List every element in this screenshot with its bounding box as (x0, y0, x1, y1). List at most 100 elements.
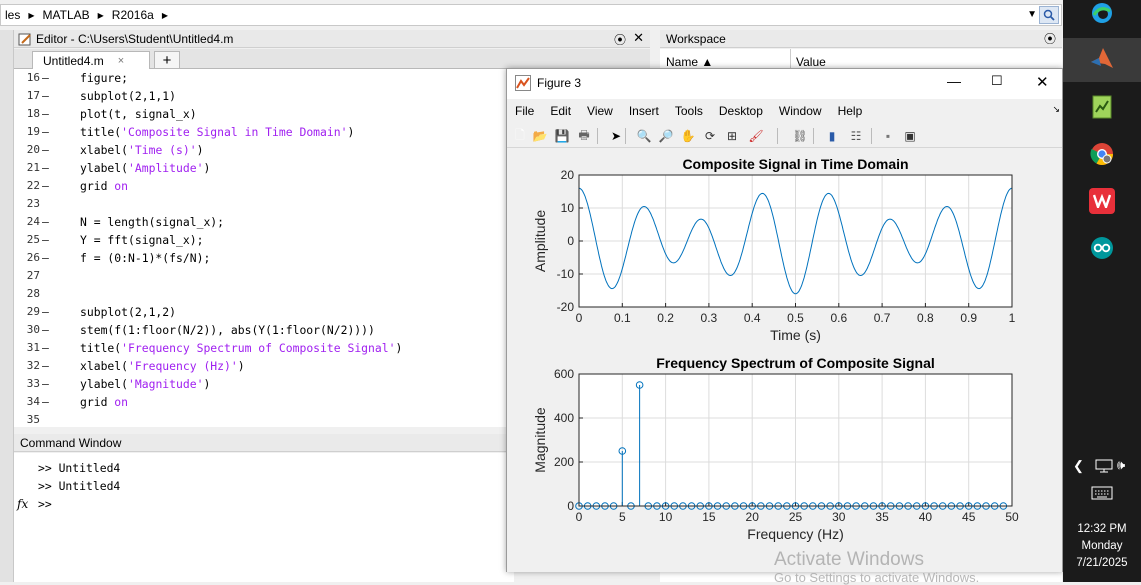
code-line[interactable]: 27 (14, 267, 634, 285)
code-line[interactable]: 26— f = (0:N-1)*(fs/N); (14, 249, 634, 267)
column-header-name[interactable]: Name ▲ (666, 55, 714, 69)
code-line[interactable]: 31— title('Frequency Spectrum of Composit… (14, 339, 634, 357)
speaker-icon[interactable]: 🕪 (1117, 457, 1126, 472)
matlab-icon[interactable] (1089, 46, 1115, 72)
search-button[interactable] (1039, 6, 1059, 24)
panel-menu-icon[interactable]: ⦿ (1043, 32, 1056, 46)
command-prompt[interactable]: >> (38, 497, 52, 511)
breakpoint-marker[interactable]: — (42, 89, 49, 103)
chevron-down-icon[interactable]: ▼ (1027, 9, 1037, 20)
taskbar-clock[interactable]: 12:32 PM Monday 7/21/2025 (1063, 521, 1141, 572)
legend-icon[interactable]: ☷ (850, 129, 862, 143)
code-line[interactable]: 17— subplot(2,1,1) (14, 87, 634, 105)
code-line[interactable]: 19— title('Composite Signal in Time Domai… (14, 123, 634, 141)
zoom-in-icon[interactable]: 🔍 (636, 129, 652, 143)
breakpoint-marker[interactable]: — (42, 395, 49, 409)
network-icon[interactable] (1095, 459, 1113, 476)
brush-icon[interactable]: 🖌 (748, 129, 764, 143)
figure-toolbar: 🗋 📂 💾 🖶 ➤ 🔍 🔎 ✋ ⟳ ⊞ 🖌 ⛓ ▮ ☷ ▪ ▣ (507, 124, 1062, 148)
breakpoint-marker[interactable]: — (42, 305, 49, 319)
crumb-2[interactable]: MATLAB (42, 8, 90, 22)
hide-plot-tools-icon[interactable]: ▪ (885, 129, 891, 143)
data-cursor-icon[interactable]: ⊞ (726, 129, 738, 143)
new-figure-icon[interactable]: 🗋 (515, 127, 525, 142)
crumb-3[interactable]: R2016a (111, 8, 154, 22)
menu-file[interactable]: File (515, 104, 535, 118)
dock-arrow-icon[interactable]: ↘ (1052, 104, 1060, 114)
code-line[interactable]: 16— figure; (14, 69, 634, 87)
breakpoint-marker[interactable]: — (42, 377, 49, 391)
save-icon[interactable]: 💾 (554, 129, 570, 143)
chevron-left-icon[interactable]: ❮ (1073, 458, 1084, 473)
breakpoint-marker[interactable]: — (42, 251, 49, 265)
tab-untitled4[interactable]: Untitled4.m × (32, 51, 150, 70)
code-line[interactable]: 25— Y = fft(signal_x); (14, 231, 634, 249)
pointer-icon[interactable]: ➤ (610, 129, 622, 143)
code-line[interactable]: 30— stem(f(1:floor(N/2)), abs(Y(1:floor(N… (14, 321, 634, 339)
code-line[interactable]: 34— grid on (14, 393, 634, 411)
arduino-icon[interactable] (1089, 235, 1115, 261)
code-line[interactable]: 24— N = length(signal_x); (14, 213, 634, 231)
code-string: 'Frequency Spectrum of Composite Signal' (121, 341, 396, 355)
breakpoint-marker[interactable]: — (42, 125, 49, 139)
x-tick-label: 0.3 (701, 311, 718, 325)
show-plot-tools-icon[interactable]: ▣ (904, 129, 916, 143)
breakpoint-marker[interactable]: — (42, 179, 49, 193)
column-header-value[interactable]: Value (796, 55, 826, 69)
breakpoint-marker[interactable]: — (42, 71, 49, 85)
link-icon[interactable]: ⛓ (792, 129, 808, 143)
zoom-out-icon[interactable]: 🔎 (658, 129, 674, 143)
pan-icon[interactable]: ✋ (680, 129, 696, 143)
code-line[interactable]: 21— ylabel('Amplitude') (14, 159, 634, 177)
keyboard-icon[interactable] (1091, 486, 1113, 503)
command-window[interactable]: >> Untitled4 >> Untitled4 >> (14, 453, 514, 582)
menu-help[interactable]: Help (837, 104, 863, 118)
breakpoint-marker[interactable]: — (42, 341, 49, 355)
colorbar-icon[interactable]: ▮ (828, 129, 836, 143)
breakpoint-marker[interactable]: — (42, 233, 49, 247)
chrome-icon[interactable] (1089, 141, 1115, 167)
edge-icon[interactable] (1089, 0, 1115, 26)
maximize-button[interactable]: ☐ (991, 73, 1003, 88)
menu-window[interactable]: Window (778, 104, 822, 118)
crumb-1[interactable]: les (5, 8, 21, 22)
breakpoint-marker[interactable]: — (42, 143, 49, 157)
breakpoint-marker[interactable]: — (42, 323, 49, 337)
open-icon[interactable]: 📂 (532, 129, 548, 143)
breakpoint-marker[interactable]: — (42, 107, 49, 121)
close-icon[interactable]: ✕ (633, 30, 644, 45)
menu-view[interactable]: View (587, 104, 613, 118)
add-tab-button[interactable]: + (154, 51, 180, 69)
code-line[interactable]: 23 (14, 195, 634, 213)
print-icon[interactable]: 🖶 (578, 127, 590, 142)
menu-desktop[interactable]: Desktop (718, 104, 763, 118)
menu-tools[interactable]: Tools (674, 104, 703, 118)
code-line[interactable]: 33— ylabel('Magnitude') (14, 375, 634, 393)
code-text: subplot(2,1,1) (80, 87, 176, 105)
code-line[interactable]: 29— subplot(2,1,2) (14, 303, 634, 321)
code-line[interactable]: 22— grid on (14, 177, 634, 195)
figure-titlebar[interactable]: Figure 3 — ☐ ✕ (507, 69, 1062, 99)
breakpoint-marker[interactable]: — (42, 215, 49, 229)
address-bar[interactable]: les ▶ MATLAB ▶ R2016a ▶ ▼ (0, 4, 1062, 26)
breakpoint-marker[interactable]: — (42, 161, 49, 175)
breakpoint-marker[interactable]: — (42, 359, 49, 373)
notepad-plus-icon[interactable] (1089, 94, 1115, 120)
code-line[interactable]: 28 (14, 285, 634, 303)
code-line[interactable]: 32— xlabel('Frequency (Hz)') (14, 357, 634, 375)
code-line[interactable]: 20— xlabel('Time (s)') (14, 141, 634, 159)
function-browser-icon[interactable]: fx (17, 497, 29, 511)
minimize-button[interactable]: — (947, 73, 961, 89)
line-number: 28 (26, 287, 40, 300)
wps-office-icon[interactable] (1089, 188, 1115, 214)
close-button[interactable]: ✕ (1036, 74, 1049, 91)
menu-insert[interactable]: Insert (628, 104, 659, 118)
toolbar-separator (871, 128, 872, 144)
rotate-icon[interactable]: ⟳ (704, 129, 716, 143)
code-line[interactable]: 35 (14, 411, 634, 429)
menu-edit[interactable]: Edit (550, 104, 572, 118)
panel-menu-icon[interactable]: ⦿ (613, 33, 626, 47)
code-line[interactable]: 18— plot(t, signal_x) (14, 105, 634, 123)
tab-close-icon[interactable]: × (117, 55, 125, 67)
line-number: 26 (26, 251, 40, 264)
